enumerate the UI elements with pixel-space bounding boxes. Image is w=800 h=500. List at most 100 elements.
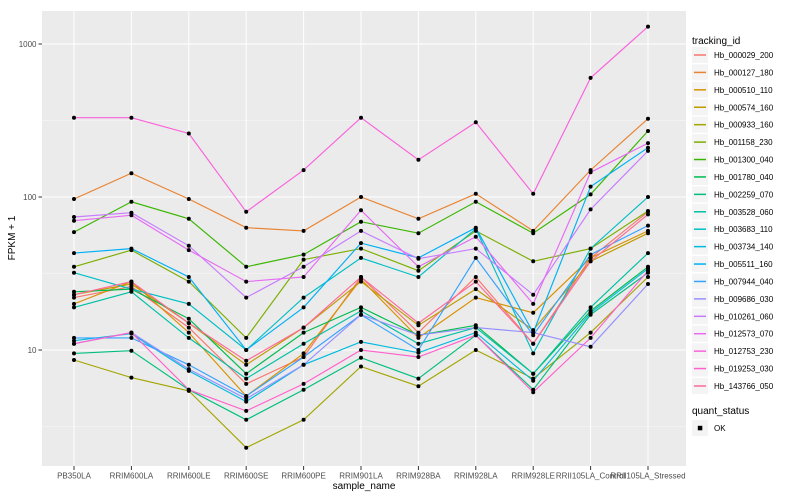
- point-Hb_003734_140: [72, 338, 76, 343]
- axes: 10 100 1000 PB350LA RRIM600LA RRIM600LE RRIM60…: [19, 40, 686, 481]
- point-Hb_010261_060: [531, 292, 536, 297]
- point-Hb_010261_060: [244, 295, 249, 300]
- point-Hb_003528_060: [301, 341, 306, 346]
- point-Hb_005511_160: [129, 246, 134, 251]
- plot-panel-background: [42, 11, 686, 466]
- point-Hb_005511_160: [588, 184, 593, 189]
- point-Hb_012573_070: [72, 218, 76, 223]
- point-Hb_000127_180: [301, 228, 306, 233]
- x-tick-label: RRIM600LE: [167, 472, 211, 481]
- legend-item-label: Hb_000029_200: [714, 51, 774, 60]
- point-Hb_001300_040: [588, 192, 593, 197]
- quant-status-legend: quant_status OK: [692, 406, 749, 436]
- point-Hb_000127_180: [244, 225, 249, 230]
- point-Hb_001300_040: [129, 199, 134, 204]
- point-Hb_003683_110: [646, 195, 650, 199]
- point-Hb_003528_060: [646, 251, 650, 256]
- point-Hb_000510_110: [531, 310, 536, 315]
- point-Hb_012573_070: [646, 141, 650, 146]
- point-Hb_000029_200: [72, 295, 76, 300]
- point-Hb_009686_030: [301, 362, 306, 367]
- point-Hb_005511_160: [646, 145, 650, 150]
- legend-item-label: Hb_009686_030: [714, 295, 774, 304]
- point-Hb_010261_060: [72, 215, 76, 219]
- legend-item-label: Hb_005511_160: [714, 260, 773, 269]
- point-Hb_003683_110: [186, 301, 191, 306]
- legend-title-quant: quant_status: [692, 406, 749, 417]
- legend-item-label: Hb_010261_060: [714, 312, 774, 321]
- point-Hb_012753_230: [129, 115, 134, 120]
- point-Hb_007944_040: [646, 223, 650, 228]
- legend-item-label: Hb_002259_070: [714, 190, 774, 199]
- point-Hb_000933_160: [301, 417, 306, 422]
- point-Hb_012573_070: [244, 279, 249, 284]
- point-Hb_001158_230: [531, 259, 536, 264]
- point-Hb_001780_040: [359, 305, 363, 310]
- point-Hb_005511_160: [72, 251, 76, 256]
- point-Hb_007944_040: [129, 335, 134, 340]
- point-Hb_012573_070: [531, 301, 536, 306]
- point-Hb_001158_230: [244, 335, 249, 340]
- point-Hb_009686_030: [186, 367, 191, 372]
- point-Hb_003683_110: [531, 351, 536, 356]
- point-Hb_003528_060: [531, 371, 536, 376]
- point-Hb_019253_030: [244, 408, 249, 413]
- x-tick-label: RRIM901LA: [339, 472, 383, 481]
- point-Hb_000127_180: [359, 195, 363, 199]
- legend-item-label: Hb_003734_140: [714, 243, 774, 252]
- point-Hb_000510_110: [301, 351, 306, 356]
- point-Hb_012753_230: [72, 115, 76, 120]
- legend-item-label: Hb_000933_160: [714, 121, 774, 130]
- point-Hb_010261_060: [416, 256, 421, 261]
- point-Hb_005511_160: [301, 305, 306, 310]
- legend-item-label: Hb_000510_110: [714, 86, 773, 95]
- point-Hb_012753_230: [588, 75, 593, 80]
- point-Hb_012753_230: [473, 120, 478, 125]
- point-Hb_000933_160: [359, 364, 363, 369]
- point-Hb_001300_040: [646, 129, 650, 133]
- legend-item-label: Hb_012753_230: [714, 347, 774, 356]
- point-Hb_001780_040: [301, 330, 306, 335]
- point-Hb_003528_060: [416, 341, 421, 346]
- point-Hb_000127_180: [129, 171, 134, 176]
- point-Hb_003528_060: [359, 308, 363, 313]
- point-Hb_003734_140: [244, 399, 249, 404]
- point-Hb_019253_030: [72, 341, 76, 346]
- point-Hb_012753_230: [646, 24, 650, 29]
- point-Hb_009686_030: [473, 325, 478, 330]
- point-Hb_001300_040: [186, 216, 191, 221]
- point-Hb_143766_050: [129, 279, 134, 284]
- point-Hb_010261_060: [186, 243, 191, 248]
- y-tick-label: 10: [28, 346, 37, 355]
- point-Hb_012753_230: [416, 157, 421, 162]
- point-Hb_002259_070: [416, 376, 421, 381]
- point-Hb_001300_040: [416, 231, 421, 236]
- point-Hb_143766_050: [531, 341, 536, 346]
- point-Hb_143766_050: [301, 325, 306, 330]
- point-Hb_012573_070: [473, 234, 478, 239]
- point-Hb_143766_050: [473, 279, 478, 284]
- point-Hb_007944_040: [588, 252, 593, 257]
- point-Hb_000127_180: [416, 216, 421, 221]
- point-Hb_007944_040: [72, 335, 76, 340]
- point-Hb_000933_160: [588, 330, 593, 335]
- point-Hb_000510_110: [473, 295, 478, 300]
- point-Hb_000933_160: [72, 358, 76, 362]
- point-Hb_003683_110: [359, 255, 363, 260]
- point-Hb_009686_030: [416, 333, 421, 338]
- legend-item-label: Hb_001780_040: [714, 173, 774, 182]
- y-tick-label: 1000: [19, 40, 37, 49]
- point-Hb_010261_060: [473, 246, 478, 251]
- point-Hb_000510_110: [186, 330, 191, 335]
- point-Hb_143766_050: [588, 259, 593, 264]
- point-Hb_012573_070: [359, 208, 363, 213]
- point-Hb_001780_040: [72, 289, 76, 294]
- point-Hb_001300_040: [72, 230, 76, 235]
- point-Hb_001300_040: [359, 219, 363, 224]
- point-Hb_009686_030: [531, 330, 536, 335]
- point-Hb_001158_230: [416, 268, 421, 273]
- legend-item-label: Hb_001300_040: [714, 156, 774, 165]
- point-Hb_143766_050: [244, 358, 249, 363]
- point-Hb_012753_230: [531, 191, 536, 196]
